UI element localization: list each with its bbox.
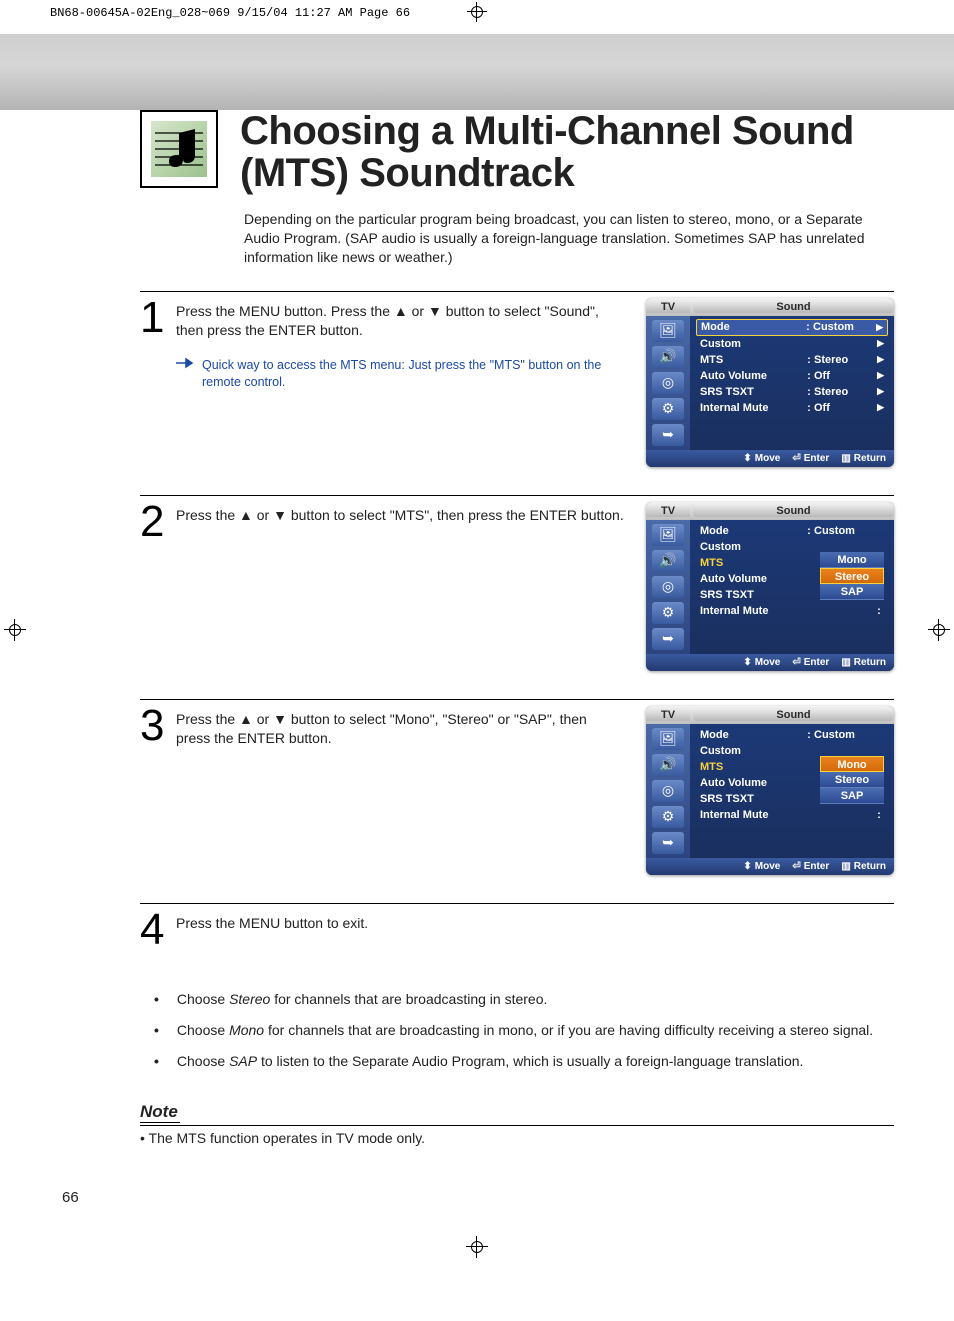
bullet-list: Choose Stereo for channels that are broa… xyxy=(140,989,894,1072)
move-updown-icon: ⬍ xyxy=(743,861,751,872)
enter-icon: ⏎ xyxy=(792,861,800,872)
osd-row-mute: Internal Mute : xyxy=(696,807,888,823)
note-section: Note • The MTS function operates in TV m… xyxy=(140,1102,894,1146)
page-title: Choosing a Multi-Channel Sound (MTS) Sou… xyxy=(240,110,894,194)
music-note-icon xyxy=(140,110,218,188)
move-updown-icon: ⬍ xyxy=(743,453,751,464)
osd-row-mode: Mode : Custom xyxy=(696,523,888,539)
enter-icon: ⏎ xyxy=(792,453,800,464)
crop-header-text: BN68-00645A-02Eng_028~069 9/15/04 11:27 … xyxy=(50,6,410,20)
popup-stereo: Stereo xyxy=(820,772,884,788)
step-number: 2 xyxy=(140,502,166,542)
osd-mts-popup: Mono Stereo SAP xyxy=(820,756,884,804)
move-updown-icon: ⬍ xyxy=(743,657,751,668)
step-number: 3 xyxy=(140,706,166,746)
osd-category-rail: 🖼 🔊 ◎ ⚙ ➥ xyxy=(646,316,690,450)
enter-icon: ⏎ xyxy=(792,657,800,668)
return-icon: ▥ xyxy=(841,657,850,668)
step-1-tip: Quick way to access the MTS menu: Just p… xyxy=(176,357,624,391)
osd-screenshot-2: TV Sound 🖼 🔊 ◎ ⚙ ➥ Mode xyxy=(646,502,894,671)
note-heading: Note xyxy=(140,1102,180,1123)
intro-paragraph: Depending on the particular program bein… xyxy=(244,210,894,267)
popup-sap: SAP xyxy=(820,788,884,804)
step-3-text: Press the ▲ or ▼ button to select "Mono"… xyxy=(176,706,624,748)
rail-picture-icon: 🖼 xyxy=(652,524,684,546)
tip-arrow-icon xyxy=(176,357,194,369)
osd-row-mute: Internal Mute : Off ▶ xyxy=(696,400,888,416)
header-gradient xyxy=(0,34,954,114)
chevron-right-icon: ▶ xyxy=(877,338,884,349)
popup-sap: SAP xyxy=(820,584,884,600)
step-1-tip-text: Quick way to access the MTS menu: Just p… xyxy=(202,357,624,391)
osd-row-custom: Custom ▶ xyxy=(696,336,888,352)
step-1: 1 Press the MENU button. Press the ▲ or … xyxy=(140,291,894,467)
step-2: 2 Press the ▲ or ▼ button to select "MTS… xyxy=(140,495,894,671)
rail-channel-icon: ◎ xyxy=(652,780,684,802)
chevron-right-icon: ▶ xyxy=(877,402,884,413)
page-number: 66 xyxy=(62,1189,79,1206)
rail-setup-icon: ⚙ xyxy=(652,806,684,828)
crop-mark-top-icon xyxy=(467,2,487,22)
rail-channel-icon: ◎ xyxy=(652,372,684,394)
rail-input-icon: ➥ xyxy=(652,832,684,854)
step-1-text: Press the MENU button. Press the ▲ or ▼ … xyxy=(176,302,624,340)
crop-header: BN68-00645A-02Eng_028~069 9/15/04 11:27 … xyxy=(0,0,954,20)
bullet-mono: Choose Mono for channels that are broadc… xyxy=(140,1020,894,1041)
osd-row-autovol: Auto Volume : Off ▶ xyxy=(696,368,888,384)
rail-picture-icon: 🖼 xyxy=(652,728,684,750)
osd-row-mute: Internal Mute : xyxy=(696,603,888,619)
osd-screenshot-3: TV Sound 🖼 🔊 ◎ ⚙ ➥ Mode xyxy=(646,706,894,875)
rail-sound-icon: 🔊 xyxy=(652,550,684,572)
osd-row-mts: MTS : Stereo ▶ xyxy=(696,352,888,368)
crop-mark-bottom-icon xyxy=(466,1236,488,1258)
step-4-text: Press the MENU button to exit. xyxy=(176,910,368,933)
osd-screenshot-1: TV Sound 🖼 🔊 ◎ ⚙ ➥ Mode xyxy=(646,298,894,467)
rail-setup-icon: ⚙ xyxy=(652,602,684,624)
osd-row-srs: SRS TSXT : Stereo ▶ xyxy=(696,384,888,400)
osd-row-mode: Mode : Custom xyxy=(696,727,888,743)
osd-footer: ⬍Move ⏎Enter ▥Return xyxy=(646,450,894,467)
osd-mts-popup: Mono Stereo SAP xyxy=(820,552,884,600)
rail-picture-icon: 🖼 xyxy=(652,320,684,342)
popup-mono: Mono xyxy=(820,756,884,772)
osd-tv-label: TV xyxy=(646,301,690,313)
crop-mark-left-icon xyxy=(4,619,26,641)
osd-row-mode: Mode : Custom ▶ xyxy=(696,319,888,336)
step-4: 4 Press the MENU button to exit. xyxy=(140,903,894,950)
return-icon: ▥ xyxy=(841,861,850,872)
osd-title: Sound xyxy=(693,301,894,313)
rail-sound-icon: 🔊 xyxy=(652,346,684,368)
rail-channel-icon: ◎ xyxy=(652,576,684,598)
rail-sound-icon: 🔊 xyxy=(652,754,684,776)
bullet-sap: Choose SAP to listen to the Separate Aud… xyxy=(140,1051,894,1072)
step-number: 4 xyxy=(140,910,166,950)
chevron-right-icon: ▶ xyxy=(876,322,883,333)
chevron-right-icon: ▶ xyxy=(877,386,884,397)
step-2-text: Press the ▲ or ▼ button to select "MTS",… xyxy=(176,502,624,525)
crop-mark-right-icon xyxy=(928,619,950,641)
step-3: 3 Press the ▲ or ▼ button to select "Mon… xyxy=(140,699,894,875)
rail-input-icon: ➥ xyxy=(652,628,684,650)
rail-input-icon: ➥ xyxy=(652,424,684,446)
rail-setup-icon: ⚙ xyxy=(652,398,684,420)
step-number: 1 xyxy=(140,298,166,338)
popup-mono: Mono xyxy=(820,552,884,568)
popup-stereo: Stereo xyxy=(820,568,884,584)
chevron-right-icon: ▶ xyxy=(877,354,884,365)
bullet-stereo: Choose Stereo for channels that are broa… xyxy=(140,989,894,1010)
note-text: • The MTS function operates in TV mode o… xyxy=(140,1125,894,1146)
return-icon: ▥ xyxy=(841,453,850,464)
chevron-right-icon: ▶ xyxy=(877,370,884,381)
